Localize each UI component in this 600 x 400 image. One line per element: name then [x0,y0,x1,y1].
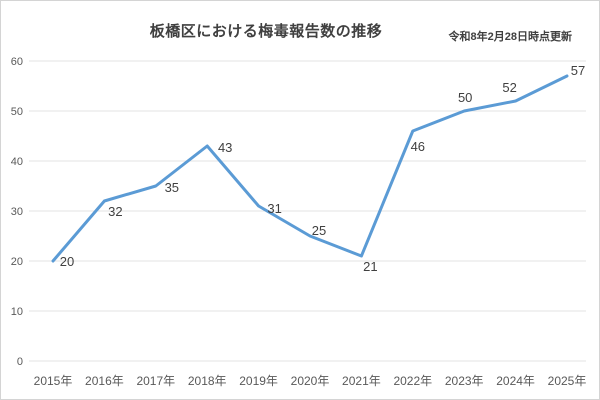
data-label: 52 [502,80,516,95]
x-tick-label: 2025年 [548,374,587,388]
data-label: 21 [363,259,377,274]
x-tick-label: 2020年 [291,374,330,388]
update-note: 令和8年2月28日時点更新 [448,31,572,43]
y-tick-label: 50 [11,106,23,118]
x-tick-label: 2015年 [34,374,73,388]
data-label: 20 [60,254,74,269]
x-tick-label: 2016年 [85,374,124,388]
y-tick-label: 40 [11,156,23,168]
y-tick-label: 20 [11,256,23,268]
data-label: 46 [411,139,425,154]
y-tick-label: 0 [17,356,23,368]
x-tick-label: 2021年 [342,374,381,388]
data-label: 32 [108,204,122,219]
data-label: 50 [458,90,472,105]
x-tick-label: 2024年 [496,374,535,388]
y-tick-label: 60 [11,56,23,68]
data-label: 57 [571,63,585,78]
data-label: 25 [312,223,326,238]
data-label: 35 [165,180,179,195]
x-tick-label: 2017年 [136,374,175,388]
x-tick-label: 2019年 [239,374,278,388]
x-tick-label: 2018年 [188,374,227,388]
y-tick-label: 30 [11,206,23,218]
x-tick-label: 2022年 [393,374,432,388]
data-series-line [51,74,569,263]
y-tick-label: 10 [11,306,23,318]
chart-title: 板橋区における梅毒報告数の推移 [149,23,383,40]
data-label: 31 [267,201,281,216]
data-label: 43 [218,140,232,155]
x-tick-label: 2023年 [445,374,484,388]
